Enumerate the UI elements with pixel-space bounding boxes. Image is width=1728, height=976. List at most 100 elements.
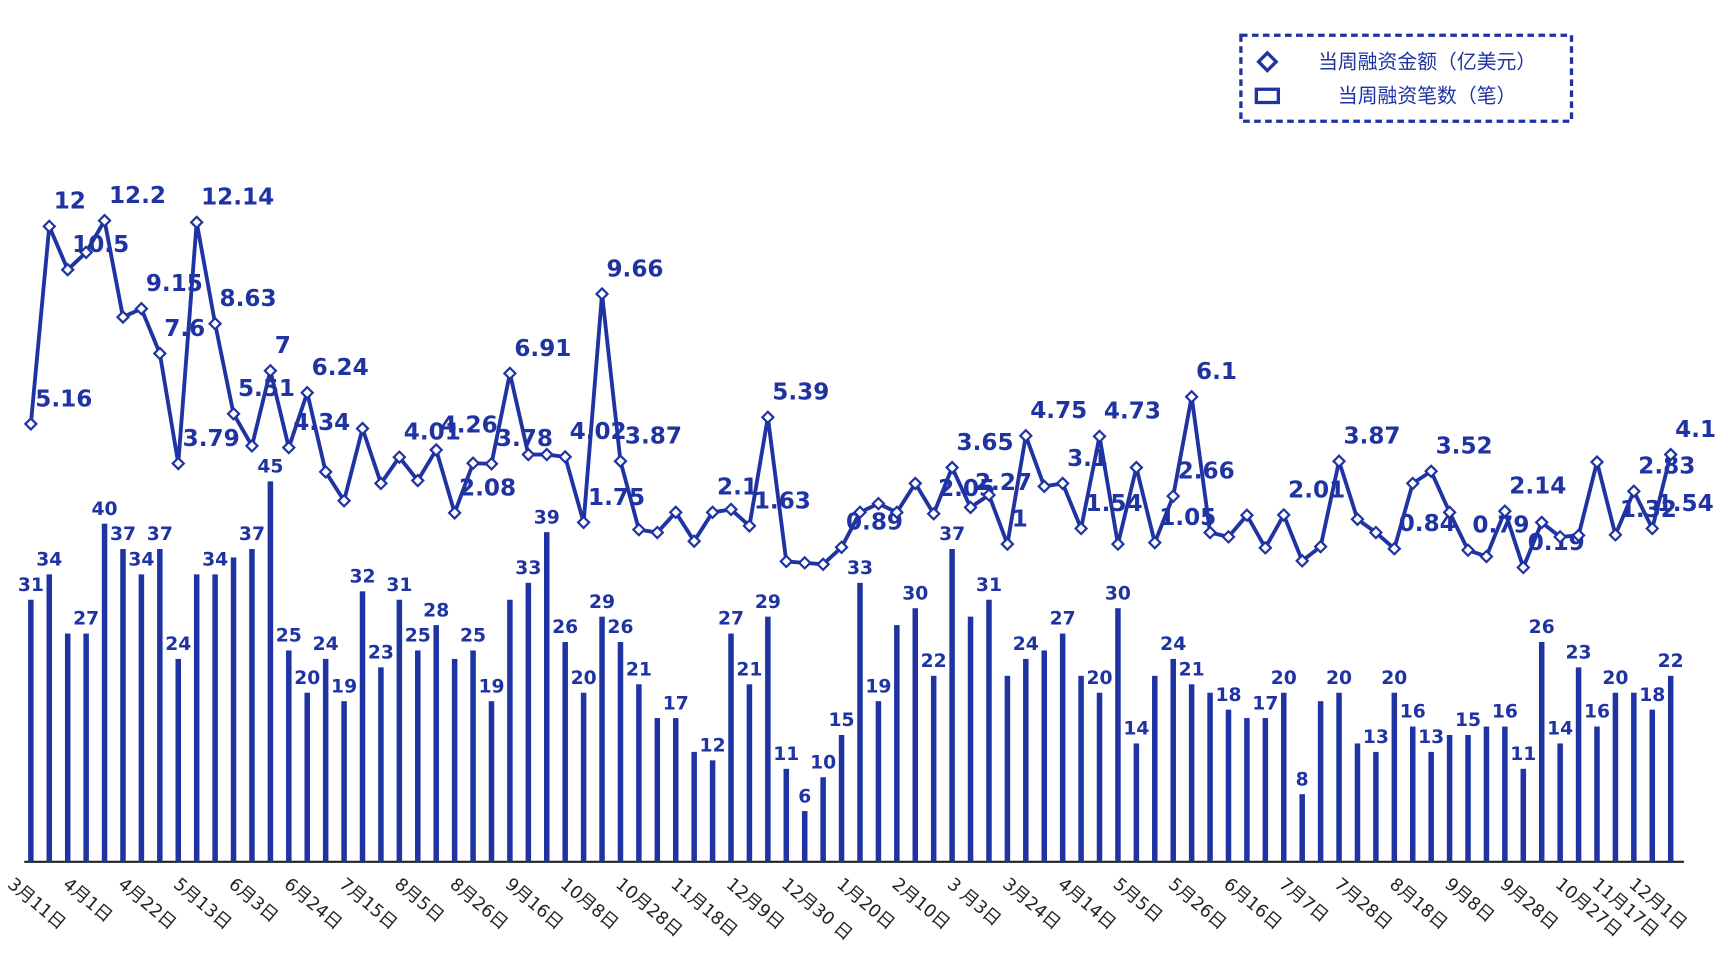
line-label: 4.73 (1104, 399, 1161, 425)
legend-box (1239, 33, 1574, 123)
marker (244, 438, 260, 453)
bar (894, 625, 900, 862)
line-label: 4.75 (1030, 398, 1087, 424)
marker (373, 476, 389, 491)
bar-label: 24 (165, 634, 191, 655)
bar-label: 8 (1296, 769, 1309, 790)
x-tick-label: 10月8日 (556, 875, 622, 935)
bar-label: 15 (829, 710, 855, 731)
marker (447, 505, 462, 520)
line-label: 6.91 (514, 336, 571, 362)
bar-label: 13 (1418, 727, 1444, 748)
x-tick-label: 2月10日 (888, 875, 954, 935)
bar-label: 16 (1492, 702, 1518, 723)
x-tick-label: 7月15日 (335, 875, 401, 935)
marker (1184, 389, 1199, 404)
line-label: 9.66 (606, 256, 663, 282)
marker (1239, 508, 1254, 523)
bar (304, 692, 310, 862)
line-label: 3.1 (1067, 446, 1108, 472)
bar (1188, 684, 1195, 862)
legend-icon (1256, 50, 1279, 73)
marker (1166, 489, 1181, 504)
bar-label: 28 (423, 600, 449, 621)
bar (783, 768, 790, 862)
line-label: 2.83 (1638, 454, 1695, 480)
marker (742, 518, 757, 533)
bar (949, 549, 955, 862)
bar-label: 18 (1639, 685, 1665, 706)
marker (779, 554, 794, 569)
bar (801, 811, 808, 862)
bar-label: 32 (349, 566, 375, 587)
bar (359, 591, 366, 862)
bar-label: 30 (902, 583, 928, 604)
bar-label: 16 (1400, 702, 1426, 723)
line-label: 3.52 (1436, 434, 1493, 460)
bar (912, 608, 919, 862)
bar-label: 11 (773, 744, 799, 765)
marker (1129, 460, 1144, 475)
bar (691, 751, 697, 862)
marker (576, 515, 591, 530)
bar-label: 19 (478, 676, 504, 697)
marker (1663, 447, 1678, 462)
bar (1649, 709, 1656, 862)
marker (613, 454, 628, 469)
marker (558, 449, 573, 464)
bar (507, 599, 513, 862)
x-tick-label: 4月14日 (1054, 875, 1120, 935)
x-tick-label: 9月28日 (1496, 875, 1562, 935)
line-label: 1.54 (1657, 491, 1714, 517)
marker (668, 505, 683, 520)
marker (134, 301, 149, 316)
bar (1428, 751, 1434, 862)
line-label: 3.79 (183, 426, 240, 452)
marker (355, 421, 370, 436)
marker (1626, 484, 1641, 499)
bar (212, 574, 218, 862)
marker (1092, 429, 1107, 444)
x-tick-label: 9月16日 (501, 875, 567, 935)
bar (83, 633, 89, 862)
marker (42, 219, 57, 234)
x-tick-label: 3月11日 (3, 875, 69, 935)
marker (1000, 537, 1015, 552)
bar (857, 582, 863, 862)
line-label: 0.79 (1472, 513, 1529, 539)
bar-label: 10 (810, 752, 836, 773)
line-label: 4.26 (441, 412, 498, 438)
marker (1331, 454, 1347, 469)
bar-label: 34 (128, 550, 154, 571)
marker (1589, 454, 1605, 470)
x-tick-label: 8月26日 (446, 875, 512, 935)
marker (263, 363, 278, 378)
bar (396, 599, 403, 862)
marker (1037, 479, 1052, 494)
bar (286, 650, 292, 862)
bar-label: 24 (313, 634, 339, 655)
bar (672, 718, 679, 862)
bar-label: 14 (1547, 719, 1573, 740)
bar-label: 23 (368, 643, 394, 664)
line-label: 2.01 (1288, 477, 1345, 503)
marker (1387, 541, 1402, 556)
line-label: 5.39 (772, 380, 829, 406)
bar-label: 16 (1584, 702, 1610, 723)
bar-label: 17 (1252, 693, 1278, 714)
x-tick-label: 5月13日 (169, 875, 235, 935)
bar (157, 549, 163, 862)
bar (1354, 743, 1361, 862)
bar (636, 684, 642, 862)
bar-label: 6 (798, 786, 811, 807)
bar (1317, 701, 1324, 862)
marker (687, 534, 702, 549)
marker (226, 406, 241, 421)
line-label: 3.87 (625, 424, 682, 450)
marker (1497, 504, 1512, 519)
marker (484, 456, 499, 471)
bar-label: 27 (1050, 609, 1076, 630)
bar-label: 21 (736, 659, 762, 680)
bar (1409, 726, 1416, 862)
bar (525, 582, 532, 862)
